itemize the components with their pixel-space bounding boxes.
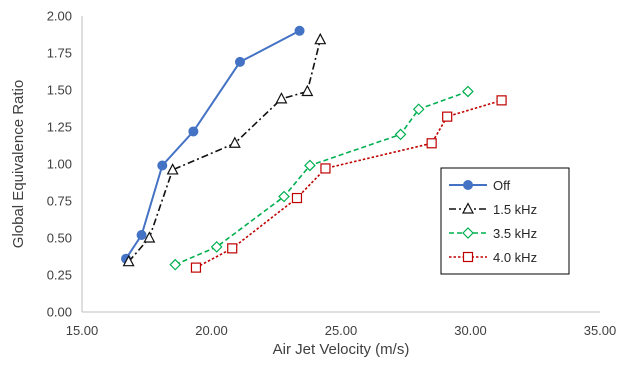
x-axis-title: Air Jet Velocity (m/s): [273, 341, 410, 358]
y-axis-ticks: 0.00 0.25 0.50 0.75 1.00 1.25 1.50 1.75 2.00: [47, 9, 72, 320]
data-point-3-5-khz: [278, 190, 290, 203]
data-point-4-0-khz: [496, 95, 507, 106]
y-tick-label: 0.75: [47, 194, 72, 209]
legend: Off 1.5 kHz 3.5 kHz 4.0 kHz: [440, 167, 570, 275]
y-tick-label: 2.00: [47, 9, 72, 24]
data-point-4-0-khz: [320, 163, 331, 174]
y-tick-label: 0.50: [47, 231, 72, 246]
legend-marker-4-0-khz: [462, 251, 474, 263]
data-point-4-0-khz: [291, 192, 303, 204]
data-point-1-5-khz: [301, 84, 314, 97]
data-point-3-5-khz: [210, 241, 223, 253]
y-tick-label: 1.25: [47, 120, 72, 135]
data-point-1-5-khz: [122, 254, 135, 267]
y-tick-label: 0.25: [47, 268, 72, 283]
x-tick-label: 15.00: [66, 323, 99, 338]
data-point-1-5-khz: [143, 231, 156, 243]
data-point-4-0-khz: [190, 262, 202, 273]
series-3-5-khz: [169, 85, 474, 271]
y-tick-label: 0.00: [47, 305, 72, 320]
legend-label-4-0-khz: 4.0 kHz: [493, 250, 537, 265]
x-axis-ticks: 15.00 20.00 25.00 30.00 35.00: [66, 323, 617, 338]
data-point-3-5-khz: [462, 85, 474, 98]
series-layer: [121, 25, 507, 273]
data-point-3-5-khz: [394, 128, 407, 141]
data-point-off: [234, 56, 245, 67]
y-tick-label: 1.50: [47, 83, 72, 98]
plot-area: [81, 16, 600, 313]
legend-marker-1-5-khz: [462, 202, 474, 214]
data-point-off: [136, 230, 147, 241]
data-point-4-0-khz: [442, 111, 453, 122]
data-point-1-5-khz: [275, 92, 288, 104]
y-tick-label: 1.00: [47, 157, 72, 172]
x-tick-label: 35.00: [584, 323, 617, 338]
data-point-3-5-khz: [169, 258, 182, 271]
series-off: [121, 25, 305, 264]
series-4-0-khz: [190, 95, 507, 273]
data-point-1-5-khz: [228, 136, 241, 148]
series-1-5-khz: [122, 32, 327, 267]
x-tick-label: 25.00: [325, 323, 358, 338]
data-point-4-0-khz: [227, 243, 238, 254]
series-line-3-5-khz: [174, 90, 469, 266]
data-point-off: [188, 126, 199, 137]
series-line-1-5-khz: [127, 39, 322, 263]
data-point-4-0-khz: [426, 138, 437, 149]
x-tick-label: 20.00: [195, 323, 228, 338]
data-point-1-5-khz: [166, 163, 179, 175]
y-axis-title: Global Equivalence Ratio: [10, 80, 27, 248]
legend-label-3-5-khz: 3.5 kHz: [493, 226, 537, 241]
legend-label-off: Off: [493, 178, 510, 193]
data-point-3-5-khz: [304, 159, 316, 172]
y-tick-label: 1.75: [47, 46, 72, 61]
legend-marker-off: [463, 180, 473, 190]
x-tick-label: 30.00: [454, 323, 487, 338]
data-point-3-5-khz: [412, 103, 425, 116]
legend-marker-3-5-khz: [462, 227, 474, 239]
legend-label-1-5-khz: 1.5 kHz: [493, 202, 537, 217]
data-point-off: [294, 25, 305, 36]
data-point-off: [157, 160, 168, 171]
data-point-1-5-khz: [314, 32, 327, 45]
series-line-off: [125, 29, 301, 260]
legend-box: [440, 167, 570, 275]
